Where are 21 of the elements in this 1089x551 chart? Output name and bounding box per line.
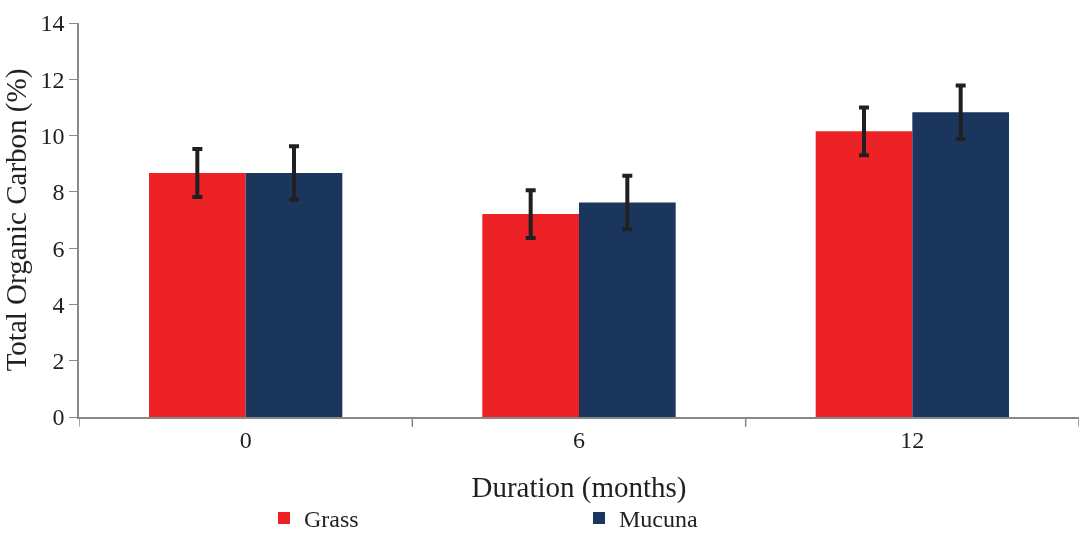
y-tick-label: 14: [40, 10, 65, 37]
x-tick-label: 0: [239, 426, 252, 453]
y-tick-label: 2: [52, 348, 65, 375]
x-tick-label: 6: [573, 426, 585, 453]
legend-label: Grass: [304, 506, 359, 533]
y-tick-label: 8: [52, 179, 65, 206]
y-tick-label: 0: [52, 404, 65, 431]
y-tick-label: 4: [52, 291, 65, 318]
y-tick-label: 12: [40, 66, 65, 93]
x-axis-title: Duration (months): [471, 470, 687, 504]
legend-label: Mucuna: [619, 506, 698, 533]
bar: [579, 202, 676, 417]
bar: [482, 214, 579, 417]
bar: [245, 173, 343, 417]
x-tick-label: 12: [900, 426, 925, 453]
y-tick-label: 10: [40, 122, 65, 149]
bar: [149, 173, 246, 417]
y-axis-title: Total Organic Carbon (%): [0, 68, 33, 372]
bar: [912, 112, 1009, 417]
y-tick-label: 6: [52, 235, 65, 262]
bar: [815, 131, 913, 417]
